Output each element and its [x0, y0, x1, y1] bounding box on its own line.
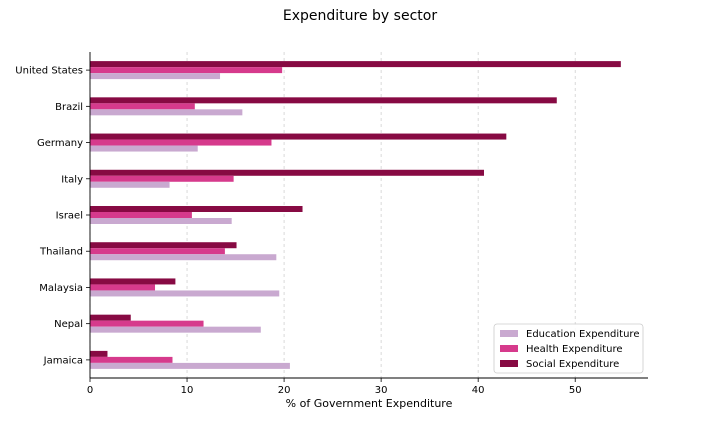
bar-1 — [90, 356, 173, 363]
axis-layer: 0 10 20 30 40 50 United States Brazil Germany Ita… — [15, 52, 648, 396]
bar-0 — [90, 109, 243, 116]
y-tick-label: Germany — [37, 138, 83, 149]
x-tick-label: 10 — [181, 385, 194, 396]
x-tick-label: 40 — [472, 385, 485, 396]
legend: Education Expenditure Health Expenditure S… — [493, 323, 644, 374]
y-tick-label: Thailand — [39, 247, 83, 258]
bar-0 — [90, 326, 261, 333]
bar-1 — [90, 139, 272, 146]
y-tick-label: Brazil — [55, 102, 83, 113]
legend-swatch — [500, 345, 518, 352]
x-tick-label: 30 — [375, 385, 388, 396]
legend-label: Education Expenditure — [526, 329, 639, 340]
bar-0 — [90, 290, 280, 297]
legend-box — [493, 323, 644, 374]
legend-swatch — [500, 330, 518, 337]
bar-2 — [90, 278, 176, 285]
bar-2 — [90, 169, 484, 176]
bar-1 — [90, 248, 225, 255]
bar-0 — [90, 181, 170, 188]
bar-2 — [90, 206, 303, 212]
bar-0 — [90, 362, 290, 369]
bar-1 — [90, 67, 283, 74]
bar-1 — [90, 175, 234, 182]
bar-1 — [90, 320, 204, 327]
x-tick-label: 0 — [87, 385, 93, 396]
bar-0 — [90, 218, 232, 224]
y-tick-label: Nepal — [54, 319, 83, 330]
legend-label: Health Expenditure — [526, 344, 623, 355]
y-tick-label: Italy — [61, 174, 83, 185]
bar-2 — [90, 133, 507, 140]
bar-2 — [90, 97, 557, 104]
bar-layer — [90, 61, 621, 369]
bar-2 — [90, 350, 108, 357]
chart-title: Expenditure by sector — [283, 8, 437, 24]
y-tick-label: Malaysia — [39, 283, 83, 294]
bar-0 — [90, 254, 277, 261]
y-tick-label: Jamaica — [43, 355, 83, 366]
legend-label: Social Expenditure — [526, 359, 619, 370]
bar-1 — [90, 212, 192, 218]
bar-1 — [90, 284, 156, 291]
y-tick-label: United States — [15, 66, 83, 77]
bar-0 — [90, 73, 221, 80]
bar-0 — [90, 145, 198, 152]
bar-2 — [90, 314, 131, 321]
bar-2 — [90, 242, 237, 249]
x-tick-label: 20 — [278, 385, 291, 396]
y-tick-label: Israel — [56, 211, 83, 222]
bar-1 — [90, 103, 195, 110]
legend-swatch — [500, 360, 518, 367]
x-tick-label: 50 — [569, 385, 582, 396]
x-axis-label: % of Government Expenditure — [286, 397, 453, 410]
bar-2 — [90, 61, 621, 68]
